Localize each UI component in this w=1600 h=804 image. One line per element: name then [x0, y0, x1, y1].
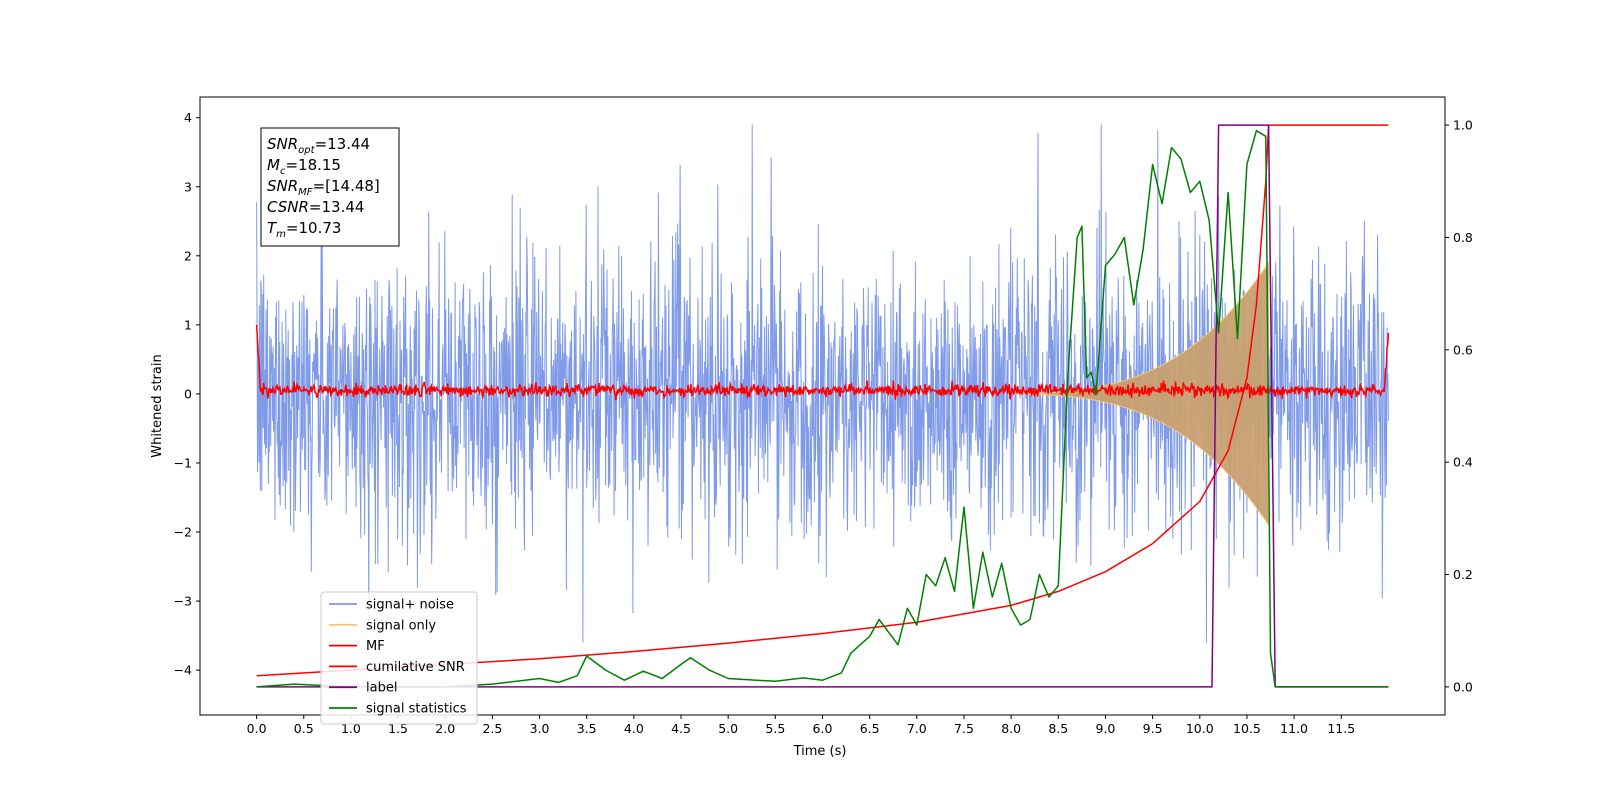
x-tick-label: 3.0 — [530, 721, 550, 736]
y-tick-label: 2 — [184, 248, 192, 263]
y2-tick-label: 0.0 — [1453, 679, 1473, 694]
annotation-snr-opt: SNRopt=13.44 — [267, 135, 370, 156]
x-tick-label: 0.0 — [247, 721, 267, 736]
y-tick-label: 1 — [184, 317, 192, 332]
x-tick-label: 7.0 — [907, 721, 927, 736]
x-tick-label: 8.5 — [1048, 721, 1068, 736]
y2-tick-label: 0.6 — [1453, 342, 1473, 357]
x-tick-label: 1.5 — [388, 721, 408, 736]
x-axis-label: Time (s) — [793, 744, 847, 759]
legend-label: signal only — [366, 618, 436, 633]
legend-label: signal+ noise — [366, 598, 454, 613]
x-tick-label: 6.0 — [813, 721, 833, 736]
y-tick-label: 4 — [184, 110, 192, 125]
y2-tick-label: 0.4 — [1453, 455, 1473, 470]
y2-tick-label: 1.0 — [1453, 118, 1473, 133]
y-tick-label: −1 — [174, 455, 192, 470]
x-tick-label: 0.5 — [294, 721, 314, 736]
x-tick-label: 8.0 — [1001, 721, 1021, 736]
annotation-csnr: CSNR=13.44 — [267, 198, 364, 216]
annotation-box: SNRopt=13.44 Mc=18.15 SNRMF=[14.48] CSNR… — [260, 127, 400, 247]
legend-label: signal statistics — [366, 702, 467, 717]
y2-tick-label: 0.8 — [1453, 230, 1473, 245]
x-tick-label: 5.0 — [718, 721, 738, 736]
y-tick-label: 0 — [184, 386, 192, 401]
x-tick-label: 3.5 — [577, 721, 597, 736]
x-tick-label: 9.0 — [1096, 721, 1116, 736]
annotation-mc: Mc=18.15 — [267, 156, 341, 177]
annotation-snr-mf: SNRMF=[14.48] — [267, 177, 380, 198]
series-signal-statistics-line — [256, 129, 1389, 688]
legend-label: label — [366, 681, 397, 696]
y-tick-label: −3 — [174, 594, 192, 609]
x-tick-label: 2.0 — [435, 721, 455, 736]
legend: signal+ noise signal only MF cumilative SNR… — [320, 591, 478, 725]
x-axis: 0.0 0.5 1.0 1.5 2.0 2.5 3.0 3.5 4.0 4.5 5.0 5.5 6.0 6… — [247, 715, 1355, 736]
x-tick-label: 10.0 — [1186, 721, 1214, 736]
x-tick-label: 6.5 — [860, 721, 880, 736]
annotation-tm: Tm=10.73 — [267, 219, 341, 240]
y-axis-left: 4 3 2 1 0 −1 −2 −3 −4 — [174, 110, 200, 678]
y-tick-label: −2 — [174, 525, 192, 540]
x-tick-label: 10.5 — [1233, 721, 1261, 736]
y-tick-label: −4 — [174, 663, 192, 678]
x-tick-label: 7.5 — [954, 721, 974, 736]
series-cumilative-snr-line — [256, 124, 1389, 677]
legend-label: MF — [366, 639, 385, 654]
legend-label: cumilative SNR — [366, 660, 465, 675]
y-axis-right: 1.0 0.8 0.6 0.4 0.2 0.0 — [1445, 118, 1473, 694]
plot-area — [255, 124, 1390, 688]
x-tick-label: 11.0 — [1280, 721, 1308, 736]
y-axis-label: Whitened strain — [150, 354, 165, 457]
legend-frame — [320, 591, 478, 725]
y-tick-label: 3 — [184, 179, 192, 194]
x-tick-label: 2.5 — [482, 721, 502, 736]
series-signal-noise-line — [256, 124, 1389, 643]
y2-tick-label: 0.2 — [1453, 567, 1473, 582]
x-tick-label: 1.0 — [341, 721, 361, 736]
x-tick-label: 9.5 — [1143, 721, 1163, 736]
series-mf-line — [255, 324, 1390, 401]
x-tick-label: 4.0 — [624, 721, 644, 736]
x-tick-label: 4.5 — [671, 721, 691, 736]
x-tick-label: 11.5 — [1327, 721, 1355, 736]
x-tick-label: 5.5 — [765, 721, 785, 736]
